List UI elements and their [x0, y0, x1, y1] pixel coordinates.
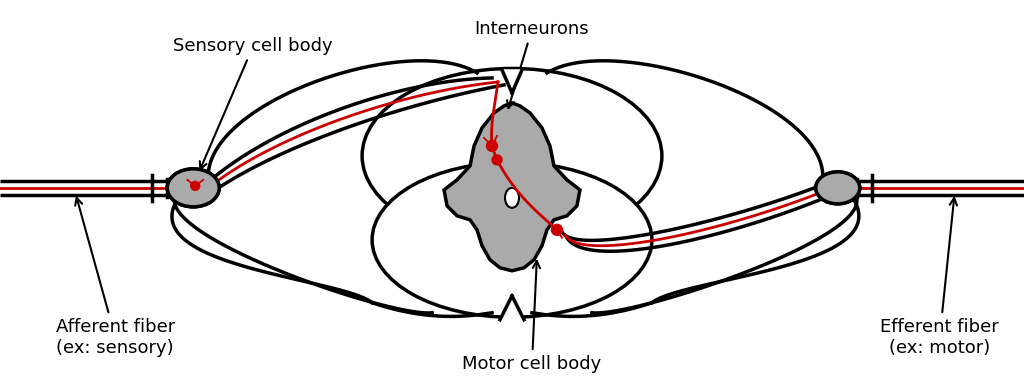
Circle shape	[190, 181, 200, 191]
Text: Afferent fiber
(ex: sensory): Afferent fiber (ex: sensory)	[55, 198, 175, 356]
Circle shape	[190, 181, 200, 191]
Circle shape	[492, 155, 502, 165]
Circle shape	[552, 224, 562, 235]
Text: Interneurons: Interneurons	[475, 20, 589, 108]
Text: Efferent fiber
(ex: motor): Efferent fiber (ex: motor)	[881, 198, 999, 356]
Ellipse shape	[362, 68, 662, 243]
Ellipse shape	[505, 188, 519, 208]
Circle shape	[486, 140, 498, 151]
Ellipse shape	[816, 172, 860, 204]
Polygon shape	[502, 70, 522, 93]
Text: Sensory cell body: Sensory cell body	[173, 37, 333, 169]
Polygon shape	[444, 103, 580, 271]
Ellipse shape	[816, 172, 860, 204]
Ellipse shape	[167, 169, 219, 207]
Polygon shape	[500, 296, 524, 320]
Text: Motor cell body: Motor cell body	[463, 261, 602, 373]
Ellipse shape	[372, 163, 652, 317]
Ellipse shape	[167, 169, 219, 207]
